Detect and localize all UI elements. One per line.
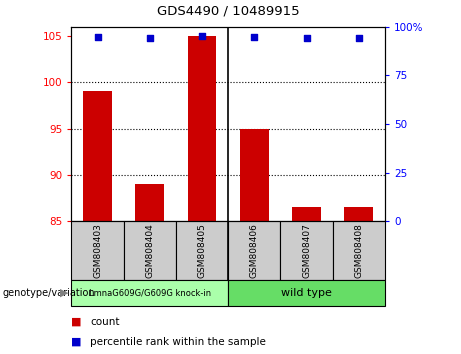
Point: [251, 34, 258, 40]
Point: [94, 34, 101, 40]
Text: GSM808405: GSM808405: [198, 223, 207, 278]
Bar: [344, 207, 373, 221]
Point: [146, 35, 154, 41]
Point: [303, 35, 310, 41]
Text: GDS4490 / 10489915: GDS4490 / 10489915: [157, 5, 300, 18]
Bar: [136, 184, 164, 221]
Text: GSM808403: GSM808403: [93, 223, 102, 278]
Bar: [188, 36, 217, 221]
Text: GSM808407: GSM808407: [302, 223, 311, 278]
Text: count: count: [90, 317, 119, 327]
Text: ▶: ▶: [60, 288, 68, 298]
Bar: [176, 221, 228, 280]
Bar: [228, 221, 280, 280]
Bar: [71, 221, 124, 280]
Bar: [124, 221, 176, 280]
Point: [198, 33, 206, 39]
Text: GSM808404: GSM808404: [145, 223, 154, 278]
Bar: [240, 129, 269, 221]
Text: ■: ■: [71, 337, 82, 347]
Text: GSM808408: GSM808408: [355, 223, 363, 278]
Text: GSM808406: GSM808406: [250, 223, 259, 278]
Bar: [228, 280, 385, 306]
Text: LmnaG609G/G609G knock-in: LmnaG609G/G609G knock-in: [89, 289, 211, 297]
Bar: [280, 221, 333, 280]
Bar: [292, 207, 321, 221]
Text: wild type: wild type: [281, 288, 332, 298]
Bar: [83, 91, 112, 221]
Point: [355, 35, 362, 40]
Bar: [333, 221, 385, 280]
Bar: [71, 280, 228, 306]
Text: percentile rank within the sample: percentile rank within the sample: [90, 337, 266, 347]
Text: ■: ■: [71, 317, 82, 327]
Text: genotype/variation: genotype/variation: [2, 288, 95, 298]
